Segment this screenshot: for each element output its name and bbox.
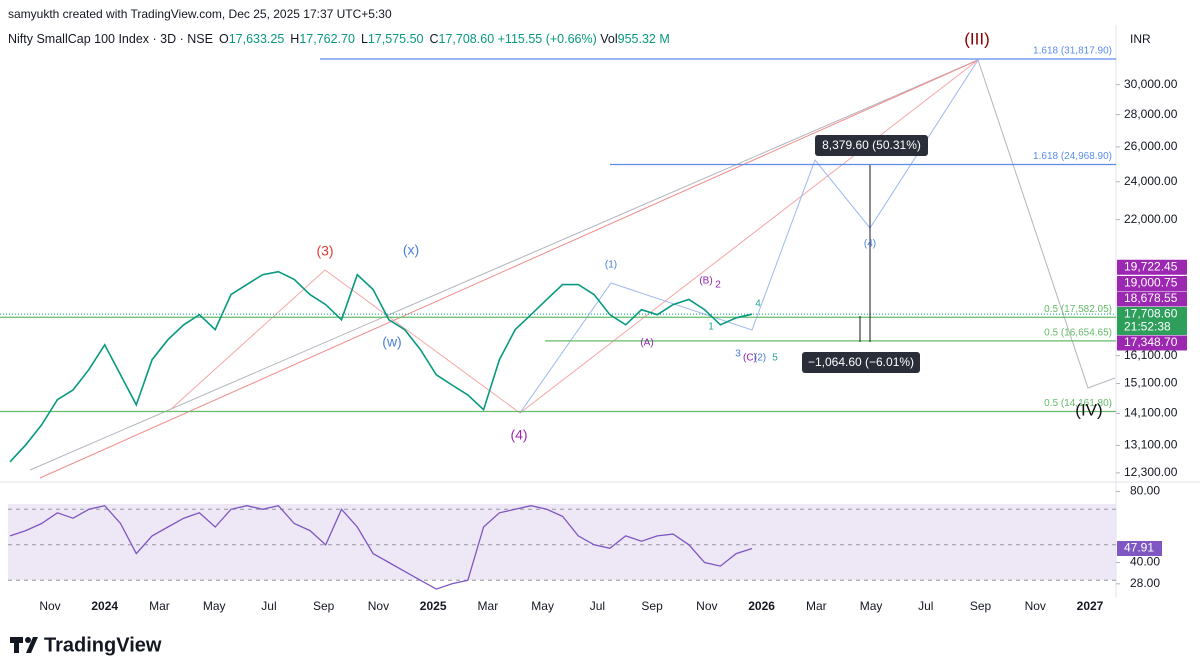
ohlc-key: L: [360, 32, 368, 46]
x-tick-label: Jul: [261, 599, 276, 613]
rsi-label: 47.91: [1124, 541, 1154, 555]
y-tick-label: 14,100.00: [1124, 406, 1178, 420]
y-tick-label: 22,000.00: [1124, 212, 1178, 226]
price-label: 17,708.60: [1124, 307, 1178, 321]
y-tick-label: 80.00: [1130, 484, 1160, 498]
x-tick-label: Nov: [1025, 599, 1046, 613]
x-tick-label: Mar: [149, 599, 170, 613]
ohlc-key: H: [290, 32, 300, 46]
measure-box: [802, 352, 920, 373]
x-tick-label: May: [203, 599, 226, 613]
ohlc-key: O: [218, 32, 229, 46]
wave-label: (1): [605, 260, 617, 271]
rsi-line: [9, 504, 753, 590]
rsi-band-fill: [8, 504, 1116, 580]
change: +115.55 (+0.66%): [497, 32, 597, 46]
y-tick-label: 13,100.00: [1124, 438, 1178, 452]
symbol: Nifty SmallCap 100 Index · 3D · NSE: [8, 32, 213, 46]
measure-label: −1,064.60 (−6.01%): [808, 355, 914, 369]
x-tick-label: 2024: [91, 599, 118, 613]
x-tick-label: Sep: [313, 599, 335, 613]
x-tick-label: Nov: [368, 599, 389, 613]
wave-label: (4): [510, 427, 527, 443]
vol: 955.32 M: [617, 32, 670, 46]
drawing: [39, 59, 979, 479]
wave-label: 1: [708, 322, 714, 333]
x-tick-label: 2027: [1077, 599, 1104, 613]
x-tick-label: Jul: [918, 599, 933, 613]
level-label: 1.618 (31,817.90): [1033, 46, 1112, 57]
ohlc-value: 17,708.60: [438, 32, 495, 46]
x-tick-label: Nov: [39, 599, 60, 613]
x-tick-label: May: [860, 599, 883, 613]
wave-label: (B): [699, 276, 712, 287]
drawing: [169, 59, 979, 414]
wave-label: (2): [754, 353, 766, 364]
wave-label: (w): [382, 334, 401, 350]
logo-text: TradingView: [44, 634, 162, 656]
legend: Nifty SmallCap 100 Index · 3D · NSE O17,6…: [8, 32, 670, 46]
x-tick-label: Jul: [590, 599, 605, 613]
x-tick-label: Sep: [641, 599, 663, 613]
wave-label: (4): [864, 239, 876, 250]
level-label: 1.618 (24,968.90): [1033, 151, 1112, 162]
price-line: [9, 270, 753, 463]
wave-label: (C): [743, 353, 757, 364]
measure-box: [815, 135, 928, 156]
price-label: 19,722.45: [1124, 259, 1178, 273]
y-tick-label: 24,000.00: [1124, 174, 1178, 188]
x-tick-label: Nov: [696, 599, 717, 613]
x-tick-label: Mar: [478, 599, 499, 613]
wave-label: 2: [715, 280, 721, 291]
ohlc-value: 17,575.50: [367, 32, 424, 46]
wave-label: (3): [316, 243, 333, 259]
ohlc-value: 17,633.25: [228, 32, 285, 46]
rsi-label-box: [1117, 540, 1162, 556]
vol-label: Vol: [600, 32, 618, 46]
price-label-box: [1117, 335, 1187, 351]
credit: samyukth created with TradingView.com, D…: [8, 7, 392, 21]
currency: INR: [1130, 32, 1151, 46]
level-label: 0.5 (14,161.80): [1044, 398, 1112, 409]
wave-label: (III): [964, 29, 990, 48]
x-tick-label: Sep: [970, 599, 992, 613]
wave-label: (IV): [1075, 400, 1102, 419]
x-tick-label: May: [531, 599, 554, 613]
price-label: 19,000.75: [1124, 276, 1178, 290]
logo: TradingView: [10, 634, 162, 656]
level-label: 0.5 (17,582.05): [1044, 304, 1112, 315]
y-tick-label: 40.00: [1130, 555, 1160, 569]
wave-label: 5: [772, 353, 778, 364]
price-label-box: [1117, 291, 1187, 307]
wave-label: 3: [735, 349, 741, 360]
y-tick-label: 28.00: [1130, 576, 1160, 590]
price-label: 17,348.70: [1124, 335, 1178, 349]
price-label: 18,678.55: [1124, 291, 1178, 305]
x-tick-label: Mar: [806, 599, 827, 613]
y-tick-label: 16,100.00: [1124, 348, 1178, 362]
level-label: 0.5 (16,654.65): [1044, 328, 1112, 339]
ohlc-key: C: [429, 32, 439, 46]
measure-label: 8,379.60 (50.31%): [822, 138, 921, 152]
price-label-box: [1117, 306, 1187, 335]
price-label-box: [1117, 259, 1187, 275]
wave-label: (x): [403, 242, 419, 258]
y-tick-label: 30,000.00: [1124, 77, 1178, 91]
x-tick-label: 2025: [420, 599, 447, 613]
wave-label: 4: [755, 299, 761, 310]
countdown: 21:52:38: [1124, 320, 1171, 334]
price-label-box: [1117, 275, 1187, 291]
y-tick-label: 12,300.00: [1124, 465, 1178, 479]
y-tick-label: 15,100.00: [1124, 376, 1178, 390]
ohlc-value: 17,762.70: [299, 32, 355, 46]
x-tick-label: 2026: [748, 599, 775, 613]
y-tick-label: 26,000.00: [1124, 139, 1178, 153]
drawing: [29, 59, 979, 471]
wave-label: (A): [640, 338, 653, 349]
drawing: [977, 59, 1116, 389]
drawing: [519, 59, 979, 414]
y-tick-label: 28,000.00: [1124, 107, 1178, 121]
